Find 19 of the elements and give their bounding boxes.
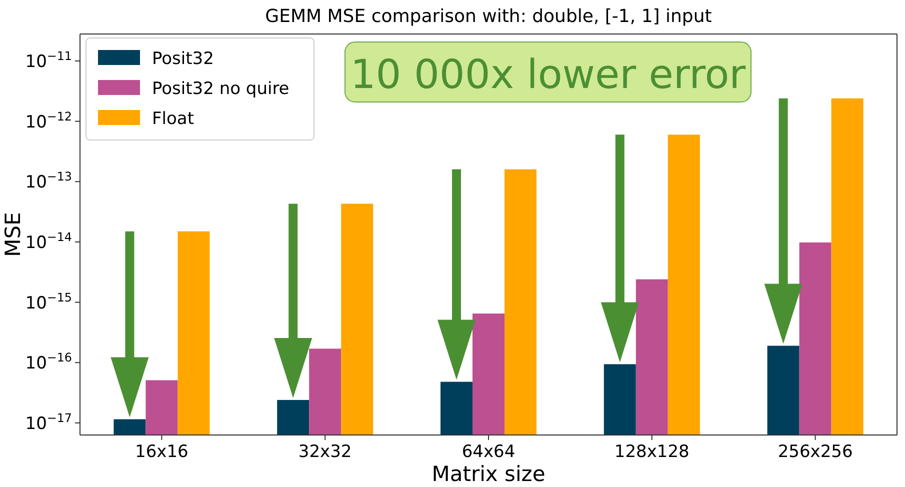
x-tick-label: 64x64 <box>462 442 516 462</box>
x-axis-title: Matrix size <box>432 462 546 486</box>
x-tick-label: 32x32 <box>298 442 352 462</box>
y-axis-title: MSE <box>1 212 25 257</box>
legend-label: Float <box>152 109 194 129</box>
chart-title: GEMM MSE comparison with: double, [-1, 1] input <box>265 6 712 27</box>
annotation: 10 000x lower error <box>350 52 746 98</box>
y-tick-label: 10$^{−11}$ <box>25 48 72 72</box>
y-tick-label: 10$^{−15}$ <box>25 290 72 314</box>
y-tick-label: 10$^{−16}$ <box>25 350 72 374</box>
y-tick-label: 10$^{−12}$ <box>25 109 72 132</box>
y-tick-label: 10$^{−17}$ <box>25 410 72 434</box>
x-tick-label: 128x128 <box>614 442 690 462</box>
legend-label: Posit32 no quire <box>152 79 290 99</box>
y-tick-label: 10$^{−14}$ <box>25 230 72 253</box>
y-tick-label: 10$^{−13}$ <box>25 170 72 193</box>
x-tick-label: 16x16 <box>135 442 188 462</box>
legend-label: Posit32 <box>152 49 214 69</box>
x-tick-label: 256x256 <box>778 442 853 462</box>
